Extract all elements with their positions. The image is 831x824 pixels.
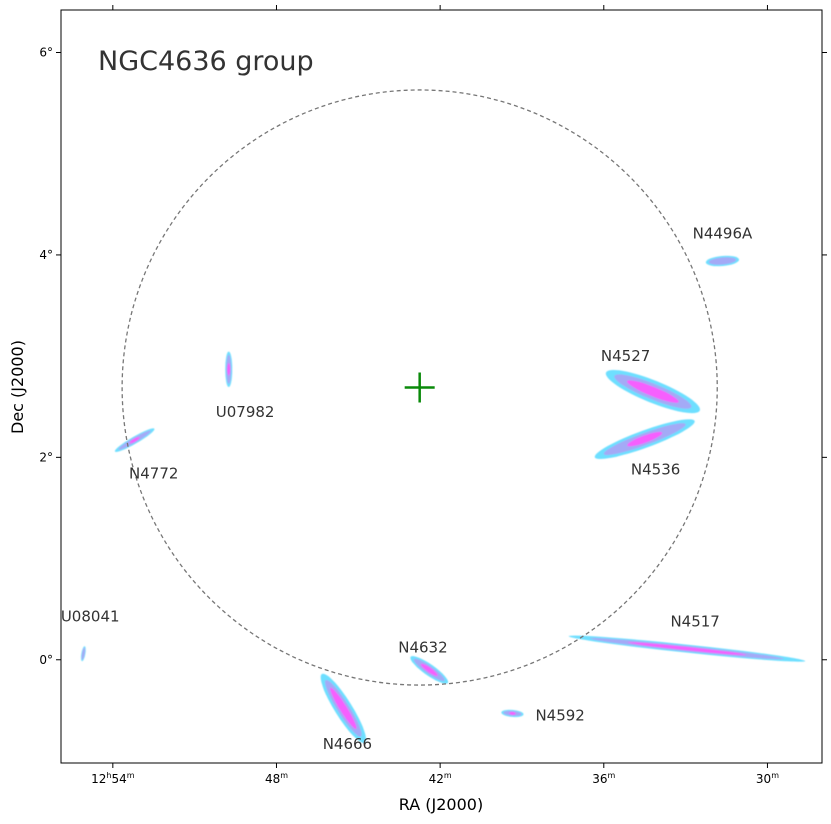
y-tick-label: 4°: [39, 248, 53, 262]
source-emission-u08041: [80, 646, 86, 662]
source-emission-n4632: [410, 656, 449, 684]
x-tick-label: 42m: [429, 771, 452, 786]
x-tick-label: 48m: [265, 771, 288, 786]
source-emission-n4772: [114, 428, 155, 452]
emission-core: [129, 437, 140, 444]
source-emission-n4517: [568, 635, 806, 662]
source-emission-n4592: [501, 709, 524, 718]
source-emission-n4536: [594, 419, 695, 460]
source-labels-layer: N4496A N4527 N4536 U07982 N4772 U08041 N4632 N4…: [61, 225, 753, 753]
source-label-n4632: N4632: [398, 639, 447, 657]
source-emission-n4527: [605, 369, 700, 414]
x-tick-label: 30m: [756, 771, 779, 786]
source-label-u07982: U07982: [216, 403, 275, 421]
emission-core: [227, 363, 231, 376]
x-tick-label: 36m: [592, 771, 615, 786]
source-label-u08041: U08041: [61, 607, 120, 625]
y-tick-label: 0°: [39, 653, 53, 667]
y-tick-label: 6°: [39, 46, 53, 60]
chart-title: NGC4636 group: [98, 46, 314, 77]
source-emission-n4666: [320, 673, 366, 743]
source-label-n4517: N4517: [670, 612, 719, 630]
source-label-n4666: N4666: [323, 735, 372, 753]
source-emission-n4496a: [705, 255, 740, 267]
emission-core: [627, 380, 679, 403]
source-label-n4496a: N4496A: [693, 225, 753, 243]
emission-core: [420, 663, 438, 677]
emission-core: [509, 711, 516, 715]
source-label-n4527: N4527: [601, 347, 650, 365]
emission-mid: [708, 257, 737, 265]
plot-frame: [60, 9, 823, 764]
sources-layer: [80, 255, 806, 743]
y-axis-label: Dec (J2000): [8, 340, 27, 434]
emission-core: [330, 687, 357, 730]
emission-mid: [81, 647, 86, 660]
x-axis-label: RA (J2000): [399, 795, 483, 814]
source-label-n4536: N4536: [631, 461, 680, 479]
source-label-n4592: N4592: [535, 706, 584, 724]
emission-core: [627, 431, 663, 447]
x-tick-label: 12h54m: [91, 771, 135, 786]
group-radius-circle: [121, 89, 718, 686]
source-emission-u07982: [225, 351, 233, 388]
source-label-n4772: N4772: [129, 465, 178, 483]
emission-core: [627, 642, 747, 656]
ticks-layer: 12h54m 48m 42m 36m 30m 0° 2° 4° 6°: [39, 5, 827, 786]
plot-background: [61, 10, 822, 763]
y-tick-label: 2°: [39, 450, 53, 464]
circle-layer: [121, 89, 718, 686]
